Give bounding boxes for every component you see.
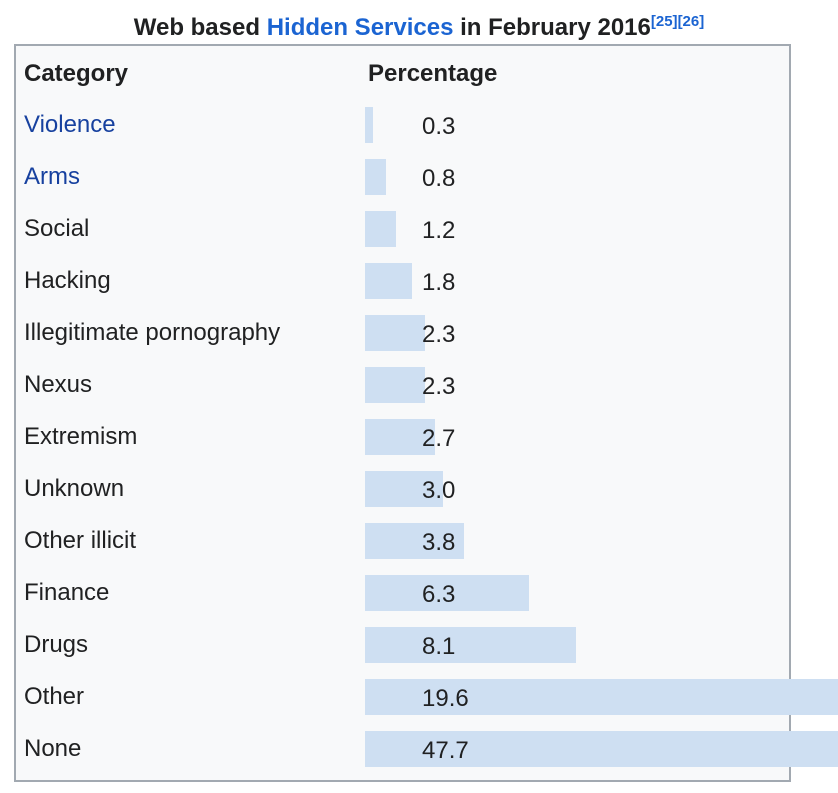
bar-cell: 1.2 — [365, 211, 455, 247]
category-label: Social — [24, 215, 90, 242]
table-row: Other illicit 3.8 — [16, 515, 789, 567]
category-label: Illegitimate pornography — [24, 319, 281, 346]
table-row: Illegitimate pornography 2.3 — [16, 307, 789, 359]
table-header-row: Category Percentage — [16, 49, 789, 99]
percentage-bar: 2.7 — [365, 419, 455, 455]
percentage-value: 47.7 — [422, 737, 469, 764]
citation-ref-25[interactable]: [25] — [650, 13, 678, 30]
bar-cell: 0.8 — [365, 159, 455, 195]
percentage-value: 6.3 — [422, 581, 456, 608]
percentage-value: 3.8 — [422, 529, 456, 556]
category-label: Nexus — [24, 371, 93, 398]
table-row: Drugs 8.1 — [16, 619, 789, 671]
table-row: Social 1.2 — [16, 203, 789, 255]
percentage-value: 1.2 — [422, 217, 456, 244]
percentage-bar: 2.3 — [365, 367, 455, 403]
bar-table: Category Percentage Violence 0.3 Arms 0.… — [14, 44, 838, 782]
page-title: Web based Hidden Services in February 20… — [0, 5, 838, 41]
percentage-bar: 47.7 — [365, 731, 838, 767]
percentage-bar: 1.2 — [365, 211, 455, 247]
table-row: Finance 6.3 — [16, 567, 789, 619]
percentage-value: 2.3 — [422, 321, 456, 348]
bar-cell: 47.7 — [365, 731, 838, 767]
bar-cell: 6.3 — [365, 575, 530, 611]
table-row: Hacking 1.8 — [16, 255, 789, 307]
bar-cell: 1.8 — [365, 263, 455, 299]
title-text-before: Web based — [133, 14, 267, 41]
percentage-value: 19.6 — [422, 685, 469, 712]
table-row: Nexus 2.3 — [16, 359, 789, 411]
percentage-column-header: Percentage — [368, 60, 498, 87]
table-row: Unknown 3.0 — [16, 463, 789, 515]
title-text-after: in February 2016 — [453, 14, 651, 41]
table-row: None 47.7 — [16, 723, 838, 775]
percentage-bar: 3.0 — [365, 471, 455, 507]
bar-cell: 3.0 — [365, 471, 455, 507]
category-label-link[interactable]: Violence — [24, 111, 116, 138]
percentage-bar: 3.8 — [365, 523, 465, 559]
category-label: Extremism — [24, 423, 138, 450]
citation-ref-26[interactable]: [26] — [677, 13, 705, 30]
table-row: Violence 0.3 — [16, 99, 789, 151]
bar-cell: 19.6 — [365, 679, 838, 715]
percentage-value: 2.7 — [422, 425, 456, 452]
category-label: Other — [24, 683, 85, 710]
category-label: Drugs — [24, 631, 89, 658]
percentage-value: 1.8 — [422, 269, 456, 296]
category-label: None — [24, 735, 82, 762]
hidden-services-link[interactable]: Hidden Services — [266, 14, 454, 41]
category-label-link[interactable]: Arms — [24, 163, 80, 190]
percentage-bar: 0.8 — [365, 159, 455, 195]
percentage-value: 0.3 — [422, 113, 456, 140]
table-row: Extremism 2.7 — [16, 411, 789, 463]
percentage-bar: 2.3 — [365, 315, 455, 351]
table-row: Arms 0.8 — [16, 151, 789, 203]
bar-cell: 3.8 — [365, 523, 465, 559]
bar-cell: 2.3 — [365, 315, 455, 351]
percentage-value: 3.0 — [422, 477, 456, 504]
category-label: Hacking — [24, 267, 111, 294]
category-label: Unknown — [24, 475, 125, 502]
page: { "title": { "text_before_link": "Web ba… — [0, 5, 838, 793]
category-label: Other illicit — [24, 527, 137, 554]
category-column-header: Category — [24, 60, 129, 87]
percentage-bar: 8.1 — [365, 627, 577, 663]
percentage-value: 8.1 — [422, 633, 456, 660]
percentage-bar: 6.3 — [365, 575, 530, 611]
bar-cell: 8.1 — [365, 627, 577, 663]
percentage-bar: 1.8 — [365, 263, 455, 299]
percentage-bar: 19.6 — [365, 679, 838, 715]
table-body: Violence 0.3 Arms 0.8 Social 1.2 Hacking… — [16, 99, 838, 775]
category-label: Finance — [24, 579, 110, 606]
table-row: Other 19.6 — [16, 671, 838, 723]
bar-cell: 0.3 — [365, 107, 455, 143]
percentage-value: 0.8 — [422, 165, 456, 192]
bar-cell: 2.7 — [365, 419, 455, 455]
bar-cell: 2.3 — [365, 367, 455, 403]
percentage-bar: 0.3 — [365, 107, 455, 143]
percentage-value: 2.3 — [422, 373, 456, 400]
